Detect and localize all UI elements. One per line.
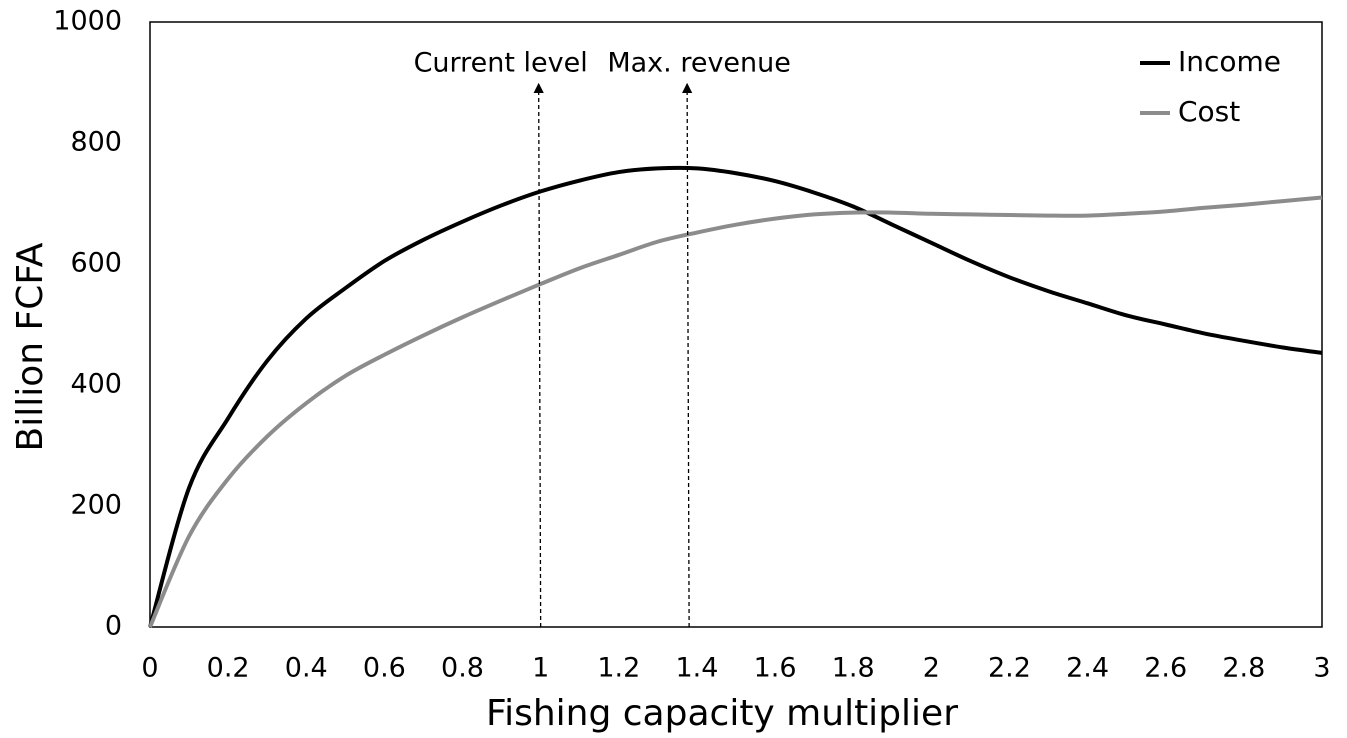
x-tick-label: 1.4 — [675, 653, 718, 684]
y-axis-title: Billion FCFA — [10, 242, 51, 451]
x-tick-label: 2.4 — [1066, 653, 1109, 684]
line-series — [148, 165, 1323, 628]
x-tick-label: 2.8 — [1222, 653, 1265, 684]
y-tick-label: 800 — [70, 127, 122, 158]
x-tick-label: 0.8 — [441, 653, 484, 684]
x-tick-label: 2 — [923, 653, 940, 684]
annotation-label: Max. revenue — [607, 48, 791, 79]
annotation-arrow — [681, 82, 693, 628]
y-tick-label: 200 — [70, 490, 122, 521]
x-tick-label: 2.6 — [1144, 653, 1187, 684]
annotation-label: Current level — [414, 48, 588, 79]
x-tick-label: 0.4 — [285, 653, 328, 684]
y-tick-label: 600 — [70, 248, 122, 279]
line-series — [148, 195, 1323, 628]
y-tick-label: 400 — [70, 369, 122, 400]
legend-label: Cost — [1178, 95, 1240, 128]
legend-label: Income — [1178, 45, 1281, 78]
y-tick-label: 0 — [105, 611, 122, 642]
x-tick-label: 2.2 — [988, 653, 1031, 684]
x-tick-label: 1 — [532, 653, 549, 684]
x-tick-label: 1.8 — [832, 653, 875, 684]
x-tick-label: 0.2 — [207, 653, 250, 684]
x-tick-label: 1.2 — [597, 653, 640, 684]
x-tick-label: 0.6 — [363, 653, 406, 684]
x-tick-label: 1.6 — [754, 653, 797, 684]
plot-frame — [149, 21, 1323, 628]
y-tick-label: 1000 — [53, 6, 122, 37]
annotation-arrow — [533, 82, 544, 628]
x-axis-title: Fishing capacity multiplier — [486, 693, 958, 734]
x-tick-label: 0 — [141, 653, 158, 684]
x-tick-label: 3 — [1313, 653, 1330, 684]
